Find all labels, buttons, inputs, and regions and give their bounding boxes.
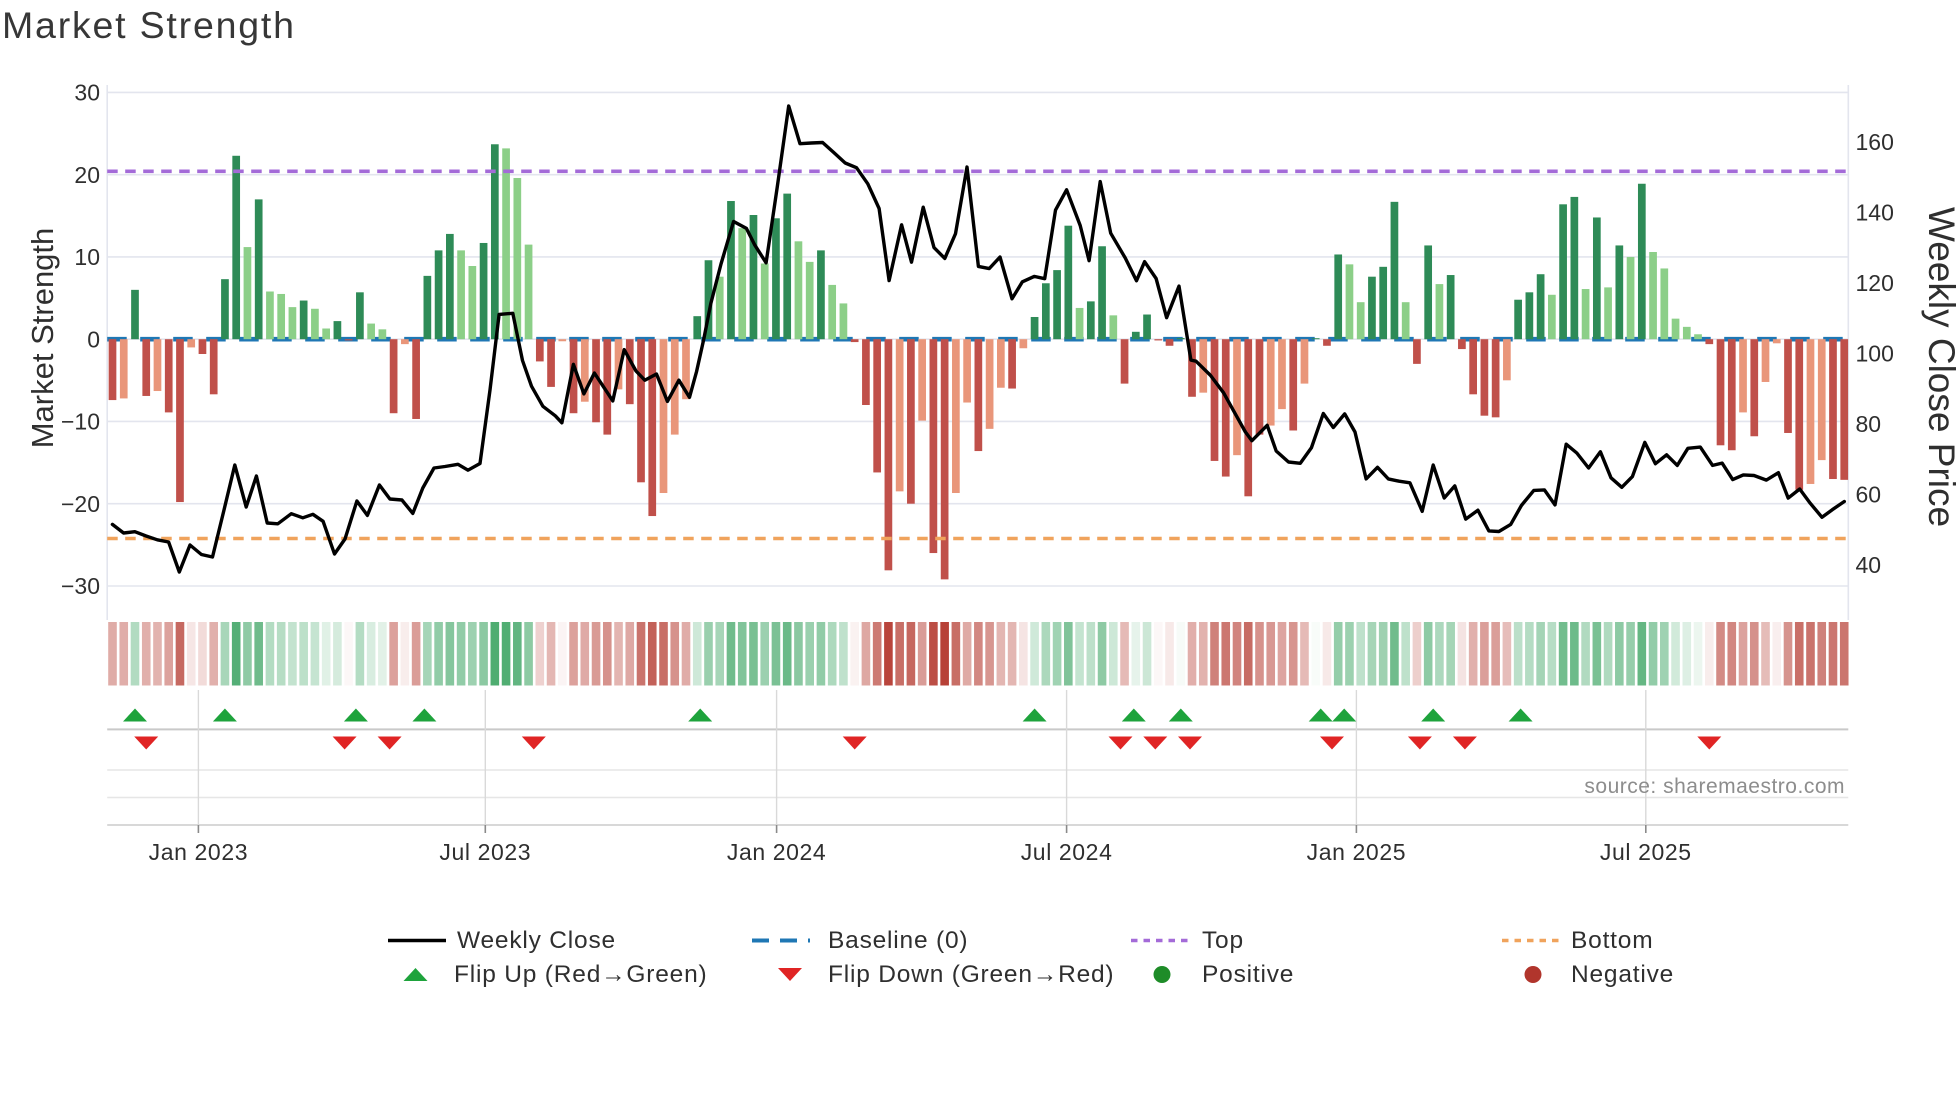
svg-text:10: 10 xyxy=(74,244,100,270)
svg-text:−20: −20 xyxy=(61,491,100,517)
svg-text:30: 30 xyxy=(74,80,100,106)
svg-text:60: 60 xyxy=(1856,482,1882,508)
svg-text:Bottom: Bottom xyxy=(1571,927,1653,954)
svg-text:−30: −30 xyxy=(61,573,100,599)
svg-text:Weekly Close: Weekly Close xyxy=(457,927,616,954)
svg-text:Jul 2024: Jul 2024 xyxy=(1021,839,1113,865)
svg-text:Jan 2025: Jan 2025 xyxy=(1307,839,1406,865)
svg-text:Market Strength: Market Strength xyxy=(2,4,296,46)
svg-text:160: 160 xyxy=(1856,129,1894,155)
svg-text:Market Strength: Market Strength xyxy=(25,228,60,449)
svg-text:80: 80 xyxy=(1856,411,1882,437)
svg-text:Jan 2023: Jan 2023 xyxy=(149,839,248,865)
svg-text:Flip Down (Green→Red): Flip Down (Green→Red) xyxy=(828,961,1114,988)
svg-text:Jul 2025: Jul 2025 xyxy=(1600,839,1692,865)
svg-text:140: 140 xyxy=(1856,199,1894,225)
svg-text:Positive: Positive xyxy=(1202,961,1294,988)
svg-text:Baseline (0): Baseline (0) xyxy=(828,927,968,954)
svg-text:Jul 2023: Jul 2023 xyxy=(439,839,531,865)
svg-text:Top: Top xyxy=(1202,927,1244,954)
svg-text:40: 40 xyxy=(1856,552,1882,578)
svg-text:0: 0 xyxy=(87,326,100,352)
svg-text:120: 120 xyxy=(1856,270,1894,296)
svg-text:20: 20 xyxy=(74,162,100,188)
svg-text:source: sharemaestro.com: source: sharemaestro.com xyxy=(1584,775,1845,798)
svg-text:−10: −10 xyxy=(61,409,100,435)
svg-text:100: 100 xyxy=(1856,341,1894,367)
svg-text:Weekly Close Price: Weekly Close Price xyxy=(1921,207,1960,527)
svg-text:Negative: Negative xyxy=(1571,961,1674,988)
svg-text:Flip Up (Red→Green): Flip Up (Red→Green) xyxy=(454,961,707,988)
svg-text:Jan 2024: Jan 2024 xyxy=(727,839,826,865)
